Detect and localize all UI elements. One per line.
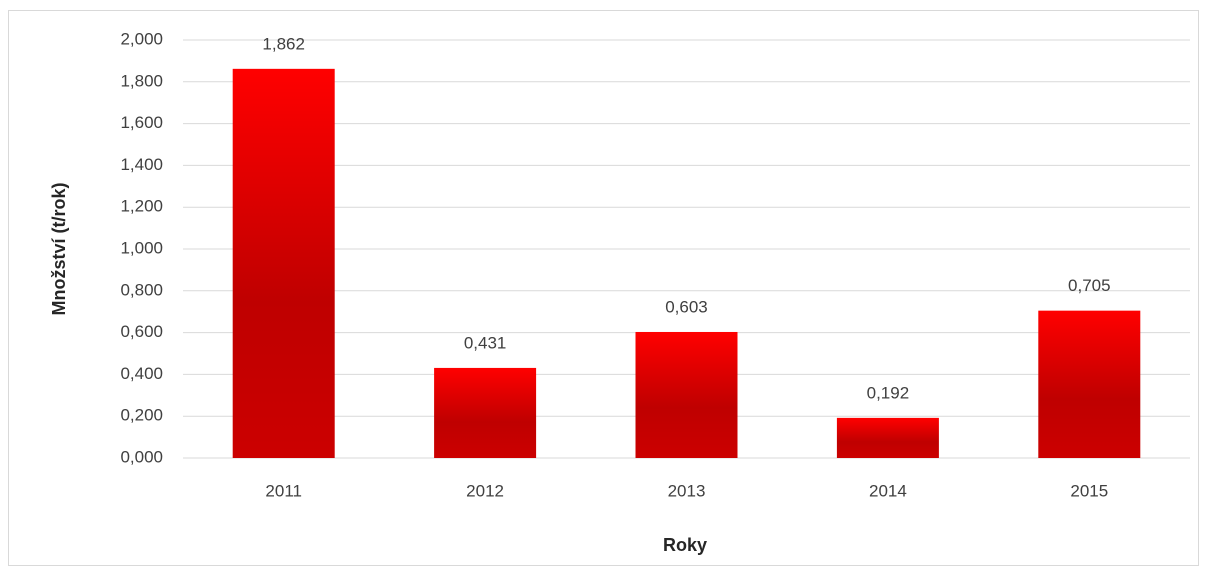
y-tick-label: 1,800 (120, 71, 163, 90)
bar (836, 417, 939, 458)
bar (232, 68, 335, 458)
data-label: 0,603 (665, 297, 708, 316)
y-tick-label: 1,000 (120, 238, 163, 257)
bar (1038, 310, 1141, 458)
x-axis-title: Roky (663, 535, 707, 555)
data-label: 0,192 (867, 383, 910, 402)
data-label: 0,431 (464, 333, 507, 352)
data-label: 0,705 (1068, 276, 1111, 295)
y-tick-label: 0,000 (120, 447, 163, 466)
y-tick-label: 0,600 (120, 322, 163, 341)
y-tick-label: 2,000 (120, 29, 163, 48)
y-axis-title: Množství (t/rok) (49, 182, 69, 315)
y-tick-label: 0,400 (120, 364, 163, 383)
chart-border (8, 10, 1199, 566)
bar (635, 331, 738, 458)
y-tick-label: 1,400 (120, 155, 163, 174)
x-tick-label: 2011 (265, 481, 302, 500)
y-tick-label: 0,200 (120, 406, 163, 425)
x-tick-label: 2013 (668, 481, 706, 500)
y-tick-label: 1,200 (120, 197, 163, 216)
x-tick-label: 2014 (869, 481, 907, 500)
bar (434, 367, 537, 458)
x-tick-label: 2012 (466, 481, 504, 500)
x-tick-label: 2015 (1070, 481, 1108, 500)
data-label: 1,862 (262, 34, 305, 53)
y-tick-label: 1,600 (120, 113, 163, 132)
y-tick-label: 0,800 (120, 280, 163, 299)
